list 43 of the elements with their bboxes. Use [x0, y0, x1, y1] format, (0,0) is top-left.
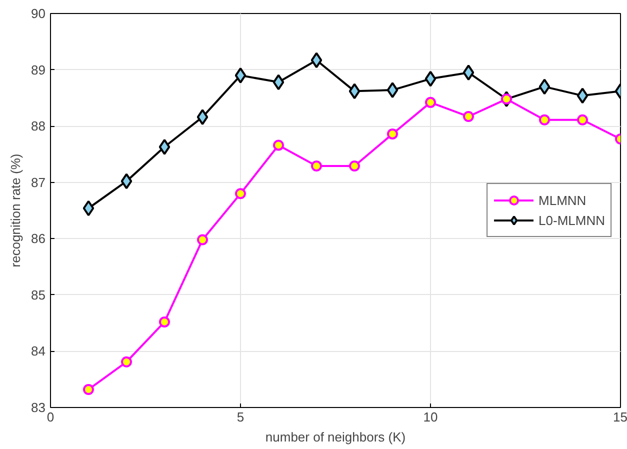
x-tick-label: 15: [613, 410, 627, 424]
point: [538, 78, 550, 95]
y-tick-label: 88: [31, 118, 46, 134]
point: [348, 83, 360, 100]
point: [310, 52, 322, 68]
point: [158, 138, 170, 155]
point: [463, 111, 474, 122]
y-tick-label: 90: [31, 6, 46, 21]
point: [349, 160, 360, 172]
x-axis-title: number of neighbors (K): [265, 430, 406, 444]
y-tick-label: 84: [31, 344, 46, 359]
x-tick-label: 5: [236, 410, 244, 424]
point: [577, 114, 588, 126]
y-tick-label: 86: [31, 231, 46, 246]
legend-label: MLMNN: [538, 192, 586, 208]
legend-label: L0-MLMNN: [538, 212, 605, 228]
point: [386, 82, 398, 98]
point: [462, 64, 474, 81]
point: [576, 88, 588, 104]
x-tick-label: 10: [423, 410, 438, 424]
point: [197, 234, 208, 246]
point: [424, 70, 436, 87]
point: [121, 356, 132, 368]
point: [501, 94, 512, 105]
point: [234, 67, 246, 84]
y-tick-label: 83: [31, 400, 46, 415]
point: [387, 128, 398, 140]
y-tick-label: 89: [31, 62, 46, 78]
x-tick-label: 0: [46, 410, 54, 424]
point: [159, 316, 170, 328]
y-axis-title: recognition rate (%): [8, 154, 24, 268]
point: [83, 384, 94, 395]
point: [82, 200, 94, 216]
point: [196, 109, 208, 126]
point: [235, 188, 246, 200]
point: [272, 74, 284, 90]
point: [311, 160, 322, 172]
point: [273, 140, 284, 151]
y-tick-label: 87: [31, 174, 46, 190]
point: [539, 114, 550, 126]
point: [120, 173, 132, 190]
y-tick-label: 85: [31, 287, 46, 302]
point: [425, 96, 436, 108]
